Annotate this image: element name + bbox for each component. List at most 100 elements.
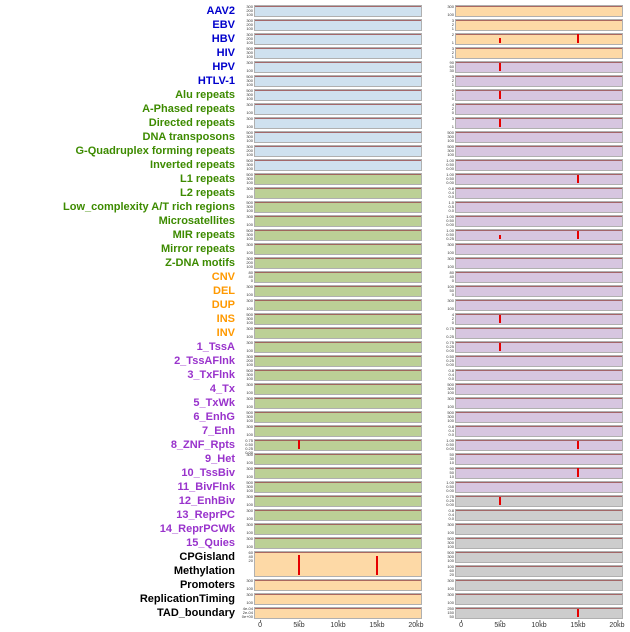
y-tick-label: 100: [246, 54, 253, 59]
y-tick-label: 100: [447, 250, 454, 255]
y-tick-label: 300: [246, 466, 253, 471]
left-yticks: 500 300 100: [240, 411, 254, 423]
left-yticks: 300 100: [240, 397, 254, 409]
left-yticks: 300 100: [240, 383, 254, 395]
signal-spike: [499, 62, 502, 71]
y-tick-label: 500: [246, 74, 253, 79]
left-track-panel: [254, 5, 422, 17]
left-track-panel: [254, 47, 422, 59]
y-tick-label: 0.50: [446, 218, 454, 223]
right-track-panel: [455, 453, 623, 465]
left-track-panel: [254, 579, 422, 591]
y-tick-label: 300: [447, 554, 454, 559]
left-track-panel: [254, 257, 422, 269]
y-tick-label: 300: [246, 176, 253, 181]
y-tick-label: 300: [447, 298, 454, 303]
y-tick-label: 0: [451, 110, 454, 115]
left-track-panel: [254, 271, 422, 283]
y-tick-label: 100: [246, 390, 253, 395]
y-tick-label: 100: [447, 586, 454, 591]
left-track-panel: [254, 201, 422, 213]
y-tick-label: 0: [250, 278, 253, 283]
right-ytick-stack: 90 60 30: [439, 61, 454, 73]
left-yticks: 300 200 100: [240, 5, 254, 17]
y-tick-label: 300: [246, 326, 253, 331]
row-label: 10_TssBiv: [181, 467, 235, 479]
left-yticks: 500 300 100: [240, 481, 254, 493]
y-tick-label: 500: [447, 144, 454, 149]
y-tick-label: 40: [449, 274, 454, 279]
y-tick-label: 0.50: [446, 354, 454, 359]
y-tick-label: 300: [246, 214, 253, 219]
left-track-panel: [254, 509, 422, 521]
y-tick-label: 1.00: [446, 438, 454, 443]
right-ytick-stack: 100 60 20: [439, 565, 454, 577]
y-tick-label: 200: [246, 36, 253, 41]
y-tick-label: 1: [451, 26, 454, 31]
track-row: 12_EnhBiv 300 100 0.75 0.25 0.00: [0, 494, 630, 508]
right-track-panel: [455, 313, 623, 325]
right-yticks: 1.00 0.50 0.00: [441, 481, 455, 493]
y-tick-label: 30: [449, 456, 454, 461]
right-yticks: 0.8 0.4 0.0: [441, 369, 455, 381]
left-yticks: 300 100: [240, 187, 254, 199]
x-tick-label: 20kb: [408, 620, 424, 629]
y-tick-label: 300: [246, 204, 253, 209]
y-tick-label: 100: [447, 544, 454, 549]
left-ytick-stack: 300 100: [238, 243, 253, 255]
left-track-panel: [254, 159, 422, 171]
y-tick-label: 0.25: [446, 358, 454, 363]
left-ytick-stack: 500 300 100: [238, 229, 253, 241]
signal-spike: [499, 38, 502, 43]
right-yticks: 300 100: [441, 257, 455, 269]
y-tick-label: 1.00: [446, 172, 454, 177]
x-tick-label: 20kb: [609, 620, 625, 629]
row-label: Promoters: [179, 579, 235, 591]
y-tick-label: 100: [246, 236, 253, 241]
y-tick-label: 500: [447, 130, 454, 135]
right-yticks: 50 30 10: [441, 453, 455, 465]
y-tick-label: 50: [449, 452, 454, 457]
left-ytick-stack: 0.75 0.50 0.25 0.00: [238, 439, 253, 455]
track-row: Microsatellites 300 100 1.00 0.50 0.00: [0, 214, 630, 228]
y-tick-label: 300: [246, 316, 253, 321]
left-track-panel: [254, 593, 422, 605]
y-tick-label: 100: [246, 96, 253, 101]
right-track-panel: [455, 551, 623, 563]
track-row: 13_ReprPC 300 100 0.8 0.4 0.0: [0, 508, 630, 522]
row-label: HPV: [212, 61, 235, 73]
left-track-panel: [254, 33, 422, 45]
right-ytick-stack: 1.00 0.50 0.00: [439, 215, 454, 227]
y-tick-label: 0.0: [448, 432, 454, 437]
row-label: G-Quadruplex forming repeats: [75, 145, 235, 157]
y-tick-label: 0.25: [446, 236, 454, 241]
left-yticks: 300 100: [240, 103, 254, 115]
left-ytick-stack: 300 200 100: [238, 145, 253, 157]
right-yticks: 300 100: [441, 299, 455, 311]
y-tick-label: 500: [246, 368, 253, 373]
right-yticks: 80 40 0: [441, 271, 455, 283]
left-track-panel: [254, 383, 422, 395]
track-row: AAV2 300 200 100 300 100: [0, 4, 630, 18]
signal-spike: [576, 608, 579, 617]
y-tick-label: 100: [246, 152, 253, 157]
y-tick-label: 0.4: [448, 190, 454, 195]
y-tick-label: 0.00: [245, 450, 253, 455]
right-ytick-stack: 0.75 0.25 0.00: [439, 495, 454, 507]
right-ytick-stack: 0.75 0.25 0.00: [439, 341, 454, 353]
right-ytick-stack: 0.8 0.4 0.0: [439, 187, 454, 199]
right-ytick-stack: 1.00 0.50 0.00: [439, 173, 454, 185]
y-tick-label: 300: [246, 298, 253, 303]
track-row: ReplicationTiming 300 100 300 100: [0, 592, 630, 606]
left-yticks: 4e-04 2e-04 0e+00: [240, 607, 254, 619]
left-track-panel: [254, 61, 422, 73]
y-tick-label: 40: [248, 554, 253, 559]
right-yticks: 500 300 100: [441, 131, 455, 143]
y-tick-label: 100: [447, 306, 454, 311]
right-yticks: 100 60 20: [441, 565, 455, 577]
left-ytick-stack: 300 200 100: [238, 5, 253, 17]
